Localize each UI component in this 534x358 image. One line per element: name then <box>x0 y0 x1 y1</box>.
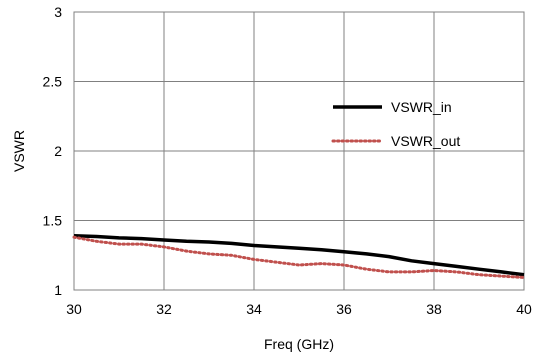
x-tick-label: 38 <box>426 301 442 317</box>
y-tick-label: 1 <box>54 282 62 298</box>
y-tick-label: 3 <box>54 4 62 20</box>
x-tick-label: 40 <box>516 301 532 317</box>
series-line-vswr-in <box>73 234 525 277</box>
x-tick-label: 32 <box>156 301 172 317</box>
x-axis-title: Freq (GHz) <box>264 336 334 352</box>
y-axis-title: VSWR <box>11 130 27 172</box>
plot-area-frame <box>73 11 525 291</box>
y-tick-label: 1.5 <box>43 213 63 229</box>
y-tick-label: 2 <box>54 143 62 159</box>
y-tick-label: 2.5 <box>43 74 63 90</box>
x-tick-label: 30 <box>66 301 82 317</box>
legend-label-vswr-in: VSWR_in <box>391 99 452 115</box>
series-line-vswr-out <box>72 235 526 279</box>
legend-label-vswr-out: VSWR_out <box>391 133 460 149</box>
x-tick-label: 34 <box>246 301 262 317</box>
x-tick-label: 36 <box>336 301 352 317</box>
legend: VSWR_in VSWR_out <box>331 99 460 149</box>
series <box>72 234 526 279</box>
tick-labels: 30 32 34 36 38 40 1 1.5 2 2.5 3 <box>43 4 532 317</box>
